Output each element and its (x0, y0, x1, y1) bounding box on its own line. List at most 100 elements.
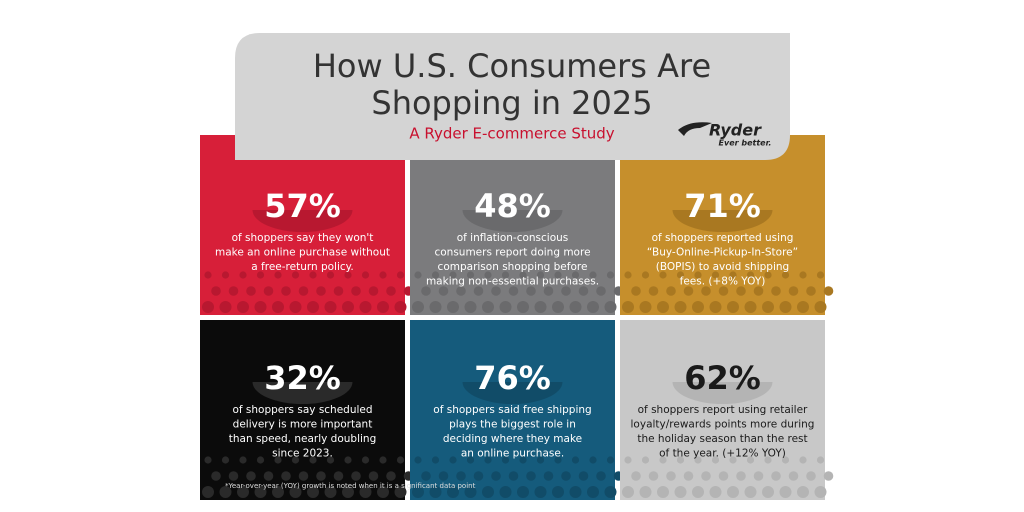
stat: 76% (474, 359, 551, 397)
dot (552, 301, 564, 313)
logo-swoosh (678, 122, 712, 136)
stat-description: of the year. (+12% YOY) (659, 448, 786, 460)
dot (659, 456, 667, 464)
dot (263, 286, 274, 296)
dot (228, 471, 239, 481)
dot (219, 486, 232, 498)
dot (508, 286, 519, 296)
dot (447, 301, 459, 313)
dot (578, 286, 589, 296)
stat-description: than speed, nearly doubling (229, 433, 377, 445)
dot (604, 301, 617, 313)
dot (204, 456, 212, 464)
dot (604, 486, 617, 498)
dot (421, 286, 431, 296)
dot (246, 471, 256, 481)
footnote: *Year-over-year (YOY) growth is noted wh… (225, 482, 476, 490)
stat-arc (252, 210, 353, 233)
title-line: Shopping in 2025 (371, 84, 652, 122)
dot (499, 486, 512, 498)
dot (659, 271, 667, 279)
dot (666, 286, 676, 296)
dot (508, 471, 519, 481)
dot (414, 271, 422, 279)
tile-bg (410, 320, 615, 500)
stat-description: make an online purchase without (215, 247, 390, 259)
dot (561, 471, 571, 481)
dot (324, 486, 337, 498)
dot (221, 271, 230, 279)
stat-description: since 2023. (272, 448, 333, 460)
dot (606, 456, 615, 464)
dot (326, 271, 335, 279)
stat: 48% (474, 187, 551, 225)
dot (711, 456, 720, 464)
dot (501, 456, 510, 464)
dot (823, 286, 834, 296)
dot (536, 456, 545, 464)
dot (491, 286, 501, 296)
dot (631, 286, 641, 296)
dot (561, 286, 571, 296)
dot (466, 271, 475, 279)
dot (517, 301, 529, 313)
dot (536, 271, 545, 279)
dot (211, 286, 221, 296)
dot (491, 471, 501, 481)
dot (587, 486, 599, 498)
dot (342, 486, 354, 498)
dot (316, 286, 326, 296)
dot (447, 486, 459, 498)
dot (648, 471, 659, 481)
dot (202, 486, 214, 498)
dot (351, 471, 361, 481)
dot (291, 271, 300, 279)
dot (298, 471, 309, 481)
dot (377, 486, 389, 498)
dot (254, 486, 267, 498)
dot (771, 286, 781, 296)
dot (464, 486, 477, 498)
subtitle: A Ryder E-commerce Study (409, 125, 614, 143)
stat-description: of shoppers report using retailer (638, 404, 808, 416)
dot (466, 456, 475, 464)
logo-tagline: Ever better. (719, 139, 772, 148)
dot (648, 286, 659, 296)
dot (438, 471, 449, 481)
dot (641, 456, 650, 464)
dot (639, 486, 652, 498)
dot (386, 286, 396, 296)
dot (683, 471, 694, 481)
dot (554, 271, 562, 279)
tiles: 57% of shoppers say they won't make an onl… (200, 135, 834, 500)
dot (543, 286, 554, 296)
dot (781, 456, 790, 464)
dot (237, 301, 249, 313)
dot (753, 471, 764, 481)
dot (571, 456, 580, 464)
dot (429, 301, 442, 313)
dot (674, 486, 687, 498)
dot (744, 486, 757, 498)
dot (657, 301, 669, 313)
dot (256, 271, 265, 279)
stat-description: (BOPIS) to avoid shipping (656, 261, 789, 273)
dot (246, 286, 256, 296)
dot (361, 456, 370, 464)
dot (571, 271, 580, 279)
dot (449, 271, 457, 279)
dot (309, 271, 317, 279)
tile: 32% of shoppers say scheduled delivery is … (200, 320, 414, 500)
dot (291, 456, 300, 464)
dot (394, 486, 407, 498)
dot (676, 271, 685, 279)
dot (692, 301, 704, 313)
stat-arc (462, 210, 563, 233)
dot (307, 486, 319, 498)
dot (396, 271, 405, 279)
dot (344, 456, 352, 464)
dot (729, 271, 737, 279)
dot (799, 456, 807, 464)
dot (473, 286, 484, 296)
dot (456, 286, 466, 296)
